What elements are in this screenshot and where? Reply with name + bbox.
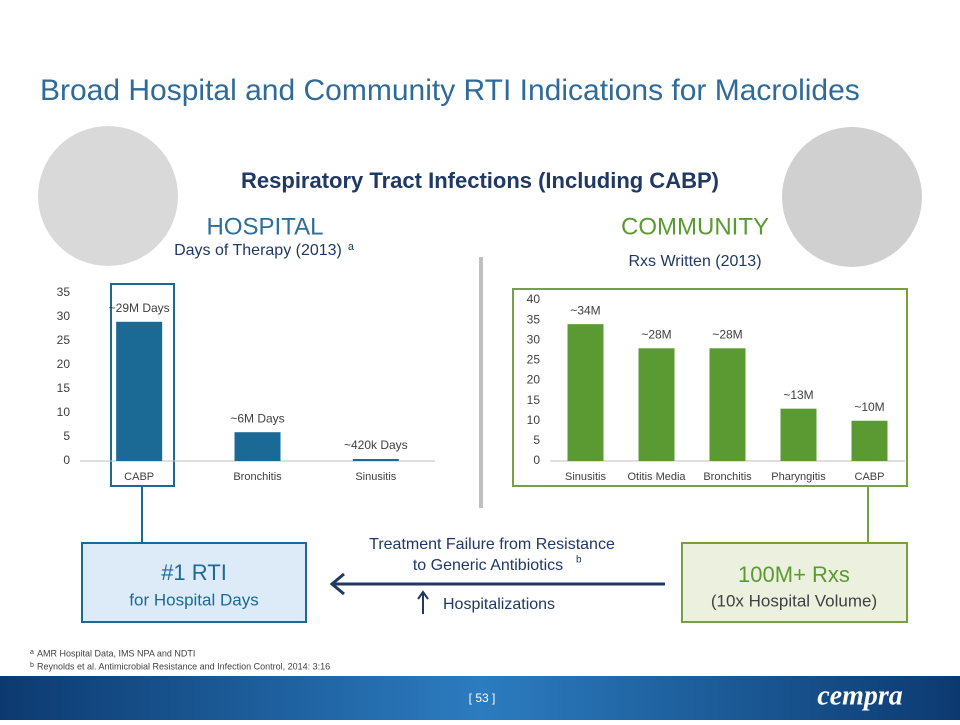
y-tick-label: 5: [63, 429, 70, 443]
arrow-text: to Generic Antibiotics: [413, 557, 563, 574]
highlight-box: [512, 288, 908, 487]
y-tick-label: 30: [527, 332, 541, 346]
y-tick-label: 10: [527, 413, 541, 427]
chart-title: COMMUNITY: [621, 213, 769, 240]
value-label: ~29M Days: [109, 301, 170, 315]
y-tick-label: 20: [527, 373, 541, 387]
bar: [567, 324, 604, 461]
x-tick-label: CABP: [855, 471, 885, 483]
x-tick-label: Bronchitis: [233, 471, 282, 483]
bar: [116, 321, 163, 461]
logo: cempra: [817, 680, 903, 711]
value-label: ~28M: [641, 327, 671, 341]
value-label: ~34M: [570, 303, 600, 317]
x-tick-label: CABP: [124, 471, 154, 483]
chart-title: HOSPITAL: [207, 213, 324, 240]
slide-subtitle: Respiratory Tract Infections (Including …: [241, 168, 719, 193]
y-tick-label: 30: [57, 309, 71, 323]
x-tick-label: Bronchitis: [703, 471, 752, 483]
chart-subtitle: Days of Therapy (2013): [174, 242, 342, 259]
y-tick-label: 15: [527, 393, 541, 407]
footnote: AMR Hospital Data, IMS NPA and NDTI: [37, 648, 195, 658]
y-tick-label: 35: [57, 285, 71, 299]
value-label: ~28M: [712, 327, 742, 341]
bar: [234, 432, 281, 461]
value-label: ~420k Days: [344, 438, 408, 452]
y-tick-label: 5: [533, 433, 540, 447]
callout-box: [81, 542, 307, 623]
arrow-note: b: [576, 555, 582, 566]
y-tick-label: 35: [527, 312, 541, 326]
chart-subtitle: Rxs Written (2013): [628, 253, 761, 270]
callout-title: 100M+ Rxs: [738, 562, 850, 587]
footnote-mark: b: [30, 662, 34, 669]
y-tick-label: 10: [57, 405, 71, 419]
up-arrow-head: [417, 590, 429, 600]
bar: [352, 458, 399, 461]
footnote: Reynolds et al. Antimicrobial Resistance…: [37, 661, 330, 671]
y-tick-label: 20: [57, 357, 71, 371]
x-tick-label: Pharyngitis: [771, 471, 826, 483]
callout-box: [681, 542, 908, 623]
arrow-head: [329, 572, 345, 596]
arrow-text: Treatment Failure from Resistance: [369, 536, 615, 553]
value-label: ~13M: [783, 388, 813, 402]
footer-band: [0, 676, 960, 720]
y-tick-label: 25: [527, 353, 541, 367]
callout-text: (10x Hospital Volume): [711, 591, 877, 610]
photo-community: [782, 127, 922, 267]
page-number: [ 53 ]: [469, 691, 496, 705]
bar: [638, 348, 675, 461]
y-tick-label: 15: [57, 381, 71, 395]
x-tick-label: Sinusitis: [565, 471, 606, 483]
arrow-text: Hospitalizations: [443, 596, 555, 613]
bar: [709, 348, 746, 461]
value-label: ~6M Days: [230, 411, 284, 425]
slide-title: Broad Hospital and Community RTI Indicat…: [40, 74, 860, 107]
footnote-mark: a: [30, 649, 34, 656]
value-label: ~10M: [854, 400, 884, 414]
bar: [851, 420, 888, 461]
bar: [780, 408, 817, 461]
callout-text: for Hospital Days: [129, 590, 258, 609]
photo-hospital: [38, 126, 178, 266]
chart-subtitle-note: a: [348, 241, 355, 253]
x-tick-label: Otitis Media: [627, 471, 686, 483]
y-tick-label: 0: [533, 453, 540, 467]
y-tick-label: 40: [527, 292, 541, 306]
y-tick-label: 25: [57, 333, 71, 347]
callout-title: #1 RTI: [161, 560, 227, 585]
x-tick-label: Sinusitis: [355, 471, 396, 483]
y-tick-label: 0: [63, 453, 70, 467]
